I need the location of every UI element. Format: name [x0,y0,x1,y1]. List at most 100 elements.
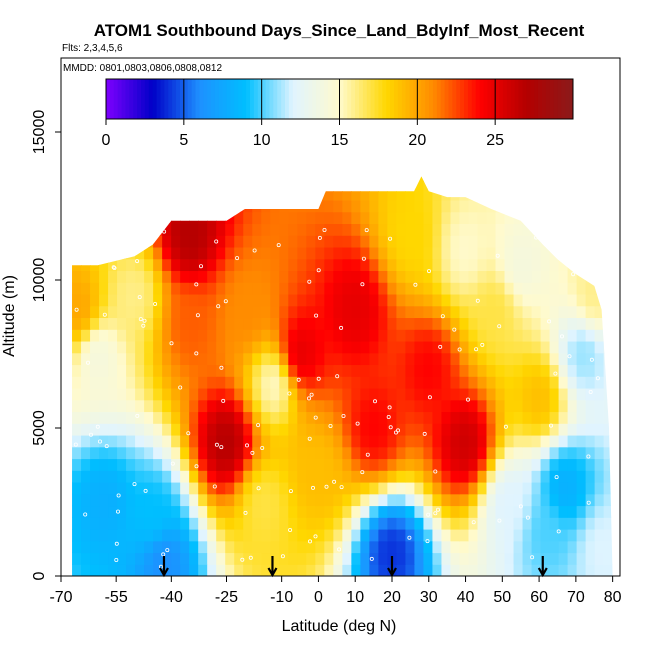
heatmap-cell [333,517,343,530]
heatmap-cell [333,211,343,225]
heatmap-cell [585,481,596,495]
heatmap-cell [108,376,118,389]
colorbar-swatch [537,79,543,119]
sample-point [240,557,245,562]
heatmap-cell [351,528,361,542]
heatmap-cell [180,517,190,530]
heatmap-cell [477,481,488,495]
heatmap-cell [252,270,262,283]
heatmap-cell [144,517,154,530]
heatmap-cell [234,270,244,283]
sample-point [567,354,572,359]
x-tick-label: 50 [493,589,511,606]
heatmap-cell [288,564,298,576]
heatmap-cell [225,188,235,201]
heatmap-cell [450,223,461,236]
heatmap-cell [594,246,605,260]
heatmap-cell [567,376,578,389]
heatmap-cell [288,211,298,225]
heatmap-cell [549,246,560,260]
heatmap-cell [351,246,361,260]
heatmap-cell [450,246,461,260]
heatmap-cell [135,270,145,283]
heatmap-cell [315,211,325,225]
heatmap-cell [117,387,127,401]
heatmap-cell [126,258,136,272]
heatmap-cell [459,199,470,213]
heatmap-cell [162,293,172,307]
heatmap-cell [198,352,208,366]
heatmap-cell [432,481,443,495]
colorbar-tick-label: 0 [102,132,111,149]
heatmap-cell [405,399,416,413]
heatmap-cell [315,282,325,295]
heatmap-cell [144,305,154,319]
heatmap-cell [153,517,163,530]
heatmap-cell [324,505,334,518]
heatmap-cell [306,329,316,342]
heatmap-cell [549,470,560,483]
heatmap-cell [144,258,154,272]
heatmap-cell [540,329,551,342]
heatmap-cell [504,211,515,225]
heatmap-cell [477,270,488,283]
heatmap-cell [288,352,298,366]
heatmap-cell [342,352,352,366]
heatmap-cell [540,376,551,389]
heatmap-cell [90,540,100,554]
heatmap-cell [486,329,497,342]
heatmap-cell [504,352,515,366]
heatmap-cell [387,293,397,307]
heatmap-cell [216,399,226,413]
heatmap-cell [135,423,145,436]
heatmap-cell [270,528,280,542]
heatmap-cell [279,517,289,530]
colorbar-swatch [218,79,224,119]
heatmap-cell [180,564,190,576]
heatmap-cell [405,540,416,554]
heatmap-cell [135,505,145,518]
heatmap-cell [522,305,533,319]
heatmap-cell [135,329,145,342]
heatmap-cell [459,423,470,436]
heatmap-cell [108,399,118,413]
heatmap-cell [171,340,181,354]
heatmap-cell [342,552,352,565]
heatmap-cell [432,540,443,554]
heatmap-cell [117,470,127,483]
heatmap-cell [288,329,298,342]
heatmap-cell [378,505,388,518]
heatmap-cell [270,552,280,565]
heatmap-cell [459,528,470,542]
colorbar-swatch [265,79,270,119]
heatmap-cell [216,423,226,436]
heatmap-cell [279,399,289,413]
heatmap-cell [126,376,136,389]
heatmap-cell [351,376,361,389]
colorbar-swatch [417,79,422,119]
heatmap-cell [549,211,560,225]
heatmap-cell [594,505,605,518]
heatmap-cell [171,282,181,295]
heatmap-cell [513,223,524,236]
heatmap-cell [603,493,613,507]
heatmap-cell [603,434,613,448]
heatmap-cell [279,211,289,225]
sample-point [252,248,257,253]
heatmap-cell [360,376,370,389]
colorbar-swatch [530,79,535,119]
heatmap-cell [279,493,289,507]
heatmap-cell [144,481,154,495]
heatmap-cell [207,223,217,236]
heatmap-cell [261,399,271,413]
heatmap-cell [288,446,298,460]
heatmap-cell [576,434,587,448]
heatmap-cell [513,246,524,260]
heatmap-cell [288,505,298,518]
heatmap-cell [90,493,100,507]
heatmap-cell [189,387,199,401]
heatmap-cell [171,423,181,436]
heatmap-cell [486,458,497,471]
heatmap-cell [81,564,91,576]
heatmap-cell [549,564,560,576]
